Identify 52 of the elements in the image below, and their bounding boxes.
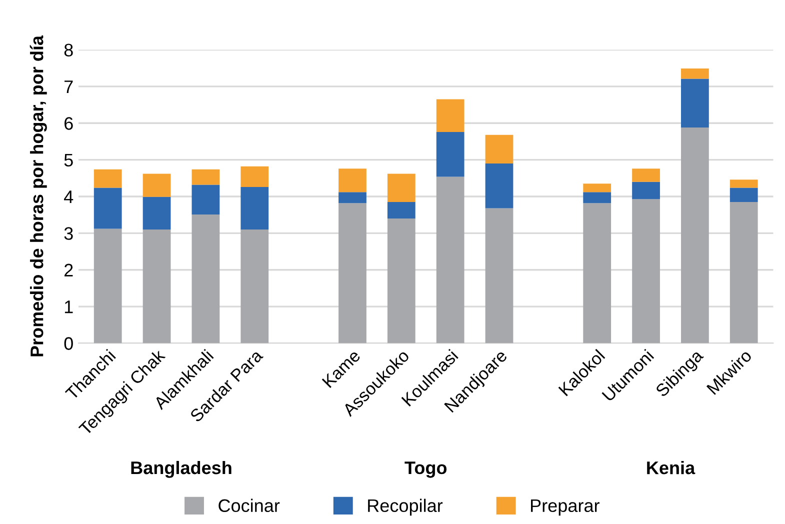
bar [632,182,660,200]
bar [192,169,220,185]
legend-label: Preparar [531,499,600,516]
bar [192,184,220,214]
bar [387,218,416,344]
bar [632,199,660,344]
text: Togo [404,462,447,478]
text: Kenia [647,460,696,474]
bar [436,132,464,177]
y-tick-label: 6 [64,117,73,130]
bar [240,166,269,187]
legend-label: Recopilar [368,498,443,516]
y-tick-label: 3 [64,227,73,240]
bar [436,176,464,344]
bar [583,192,612,204]
bar [338,203,366,344]
y-tick-label: 8 [64,44,73,56]
bar [730,202,758,344]
bar [94,169,122,188]
bar [730,188,758,202]
bar [338,192,366,204]
bar [485,208,514,344]
bar [240,230,269,344]
bar [485,134,514,164]
bar [681,68,709,79]
y-tick-label: 0 [64,337,73,350]
bar [583,203,612,344]
bar [338,168,366,192]
y-tick-label: 5 [64,154,73,167]
y-tick-label: 2 [64,264,73,276]
bar [583,184,612,192]
bar [730,180,758,188]
bar [142,174,171,197]
y-tick-label: 1 [64,300,73,314]
bar [142,196,171,230]
bar [387,202,416,219]
y-tick-label: 4 [64,190,74,204]
legend-label: Cocinar [218,498,280,512]
bar [240,186,269,230]
bar [142,230,171,344]
y-axis-title: Promedio de horas por hogar, por día [30,35,47,356]
y-tick-label: 7 [64,80,73,93]
text: Bangladesh [131,460,232,478]
bar [632,168,660,182]
bar [94,228,122,344]
bar [94,188,122,229]
bar [192,214,220,344]
bar [681,128,709,344]
bar [387,174,416,202]
bar [681,78,709,128]
bar [436,99,464,132]
bar [485,163,514,208]
